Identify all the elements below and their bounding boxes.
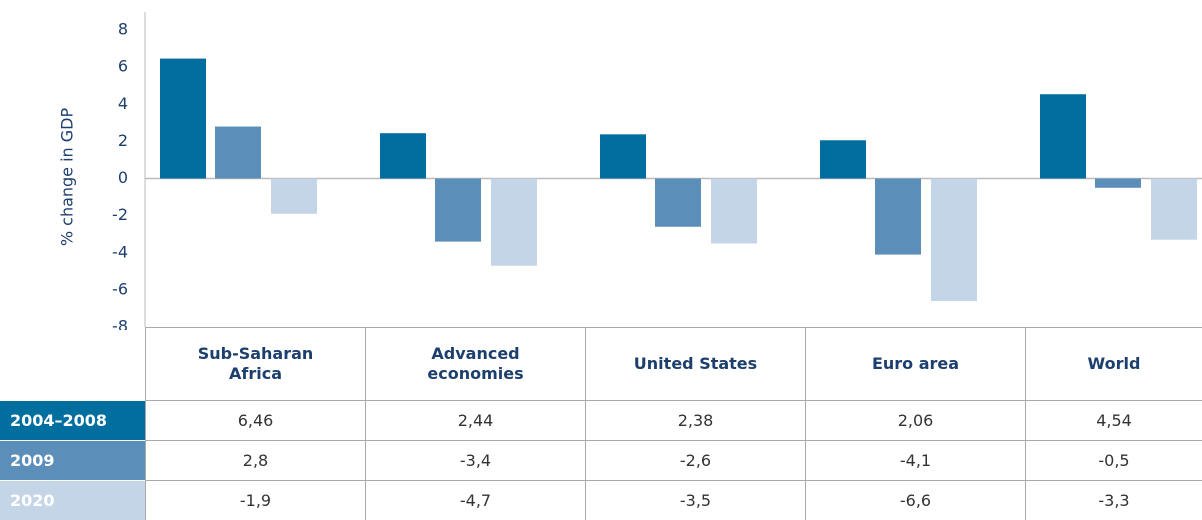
bar: [600, 134, 646, 179]
table-value: 2,44: [365, 400, 585, 440]
bar: [160, 58, 206, 179]
table-value-text: -3,5: [679, 491, 712, 510]
column-header-text: Advanced economies: [427, 344, 524, 383]
table-value: 2,8: [145, 440, 365, 480]
table-value-text: -6,6: [899, 491, 932, 510]
column-header: Advanced economies: [365, 327, 585, 400]
bar: [215, 126, 261, 179]
y-tick-label: -8: [112, 317, 128, 331]
bar: [491, 178, 537, 266]
row-label-text: 2004–2008: [10, 411, 108, 430]
table-value: -6,6: [805, 480, 1025, 520]
table-value-text: -2,6: [679, 451, 712, 470]
table-value-text: -0,5: [1098, 451, 1130, 470]
table-value: -4,1: [805, 440, 1025, 480]
table-value-text: 2,06: [897, 411, 934, 430]
bar: [931, 178, 977, 302]
table-value: 2,38: [585, 400, 805, 440]
table-value-text: 4,54: [1096, 411, 1132, 430]
column-header: Sub-Saharan Africa: [145, 327, 365, 400]
bar: [820, 140, 866, 179]
y-tick-label: -6: [112, 279, 128, 298]
column-header-text: World: [1087, 354, 1141, 373]
table-value-text: 2,8: [242, 451, 269, 470]
table-value-text: 2,38: [677, 411, 714, 430]
table-value-text: -4,7: [459, 491, 492, 510]
bar: [435, 178, 481, 242]
table-value: -4,7: [365, 480, 585, 520]
column-header: World: [1025, 327, 1202, 400]
table-value: -3,3: [1025, 480, 1202, 520]
row-label: 2009: [0, 440, 145, 480]
row-label-text: 2009: [10, 451, 55, 470]
column-header-text: Sub-Saharan Africa: [197, 344, 314, 383]
table-value-text: -4,1: [899, 451, 932, 470]
table-value-text: -3,4: [459, 451, 492, 470]
bar: [1040, 94, 1086, 179]
column-header: United States: [585, 327, 805, 400]
table-value-text: 2,44: [457, 411, 494, 430]
table-value-text: -1,9: [239, 491, 272, 510]
chart: % change in GDP -8 -6 -4 -2 0 2 4 6 8: [58, 12, 1202, 331]
y-tick-label: 2: [118, 131, 128, 150]
bar: [380, 133, 426, 179]
bar: [655, 178, 701, 227]
bar: [1095, 178, 1141, 188]
table-value: 2,06: [805, 400, 1025, 440]
table-value: -0,5: [1025, 440, 1202, 480]
bar: [271, 178, 317, 214]
table-value: 4,54: [1025, 400, 1202, 440]
row-label-text: 2020: [10, 491, 55, 510]
table-value: 6,46: [145, 400, 365, 440]
table-value-text: 6,46: [237, 411, 274, 430]
bar: [711, 178, 757, 244]
table-value: -1,9: [145, 480, 365, 520]
column-header-text: United States: [633, 354, 758, 373]
row-label: 2020: [0, 480, 145, 520]
y-axis-label: % change in GDP: [58, 108, 77, 247]
table-value: -3,4: [365, 440, 585, 480]
y-tick-label: -4: [112, 242, 128, 261]
y-tick-label: 4: [118, 94, 128, 113]
table-value: -2,6: [585, 440, 805, 480]
y-tick-label: 0: [118, 168, 128, 187]
bar: [1151, 178, 1197, 240]
y-tick-label: 6: [118, 57, 128, 76]
column-header: Euro area: [805, 327, 1025, 400]
table-value-text: -3,3: [1098, 491, 1130, 510]
y-tick-label: -2: [112, 205, 128, 224]
row-label: 2004–2008: [0, 400, 145, 440]
y-tick-label: 8: [118, 20, 128, 39]
table-value: -3,5: [585, 480, 805, 520]
column-header-text: Euro area: [871, 354, 960, 373]
bar: [875, 178, 921, 255]
